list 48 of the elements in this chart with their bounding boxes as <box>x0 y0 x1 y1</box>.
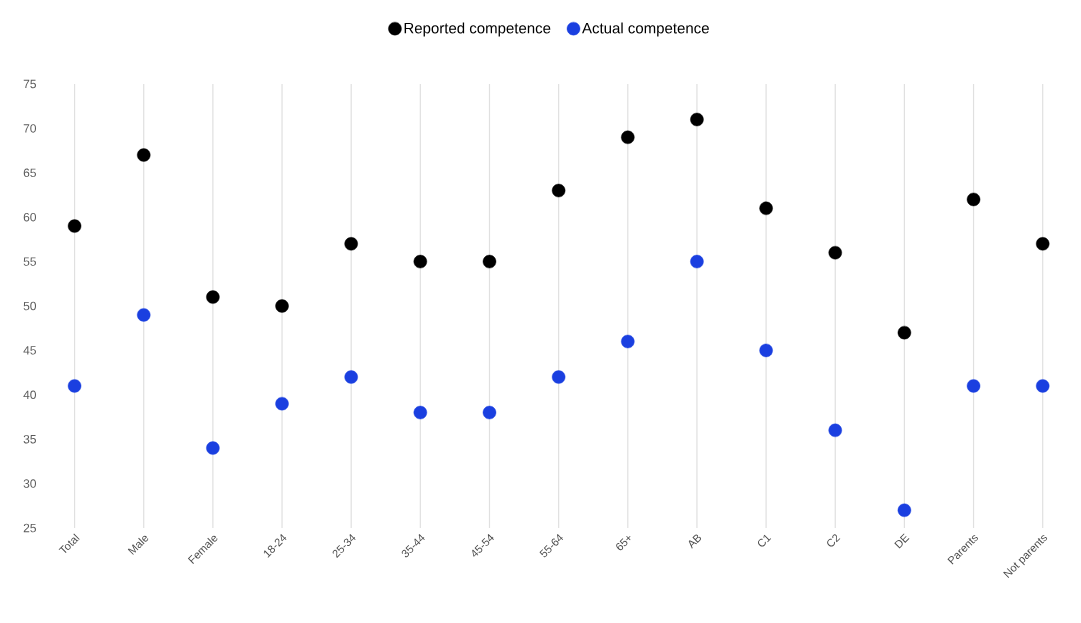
point <box>551 183 566 198</box>
point <box>828 423 842 438</box>
y-tick-label: 60 <box>23 212 37 222</box>
point <box>759 201 773 216</box>
point <box>621 130 635 144</box>
point <box>206 441 220 455</box>
y-tick-label: 75 <box>23 79 36 89</box>
point <box>137 308 151 322</box>
x-tick-label: AB <box>688 534 701 549</box>
point <box>137 148 151 162</box>
point <box>344 237 358 251</box>
point <box>759 343 773 358</box>
point <box>621 334 635 349</box>
y-tick-label: 25 <box>23 523 36 533</box>
point <box>1036 379 1050 393</box>
point <box>275 299 289 313</box>
point <box>897 503 912 517</box>
y-tick-label: 50 <box>23 301 37 311</box>
point <box>413 405 428 420</box>
legend-label: Actual competence <box>582 22 709 37</box>
point <box>206 290 220 304</box>
x-tick-label: C1 <box>757 534 772 547</box>
y-tick-label: 65 <box>23 168 36 178</box>
point <box>897 325 912 340</box>
point <box>966 379 981 393</box>
point <box>413 254 428 269</box>
x-tick-label: DE <box>894 533 910 549</box>
y-tick-label: 55 <box>23 257 36 266</box>
point <box>482 405 497 420</box>
point <box>482 254 497 269</box>
point <box>67 379 82 393</box>
point <box>690 112 704 127</box>
point <box>67 219 82 233</box>
legend-label: Reported competence <box>404 22 551 37</box>
point <box>344 370 358 384</box>
y-tick-label: 30 <box>23 479 37 488</box>
y-tick-label: 35 <box>23 434 36 444</box>
point <box>966 192 981 207</box>
point <box>275 396 289 411</box>
x-tick-label: C2 <box>827 534 841 547</box>
point <box>828 246 842 260</box>
y-tick-label: 45 <box>23 346 36 355</box>
y-tick-label: 40 <box>23 390 37 400</box>
x-tick-label: 65+ <box>616 535 631 551</box>
y-tick-label: 70 <box>23 124 37 133</box>
point <box>690 254 704 269</box>
point <box>551 370 566 384</box>
point <box>1036 237 1050 251</box>
